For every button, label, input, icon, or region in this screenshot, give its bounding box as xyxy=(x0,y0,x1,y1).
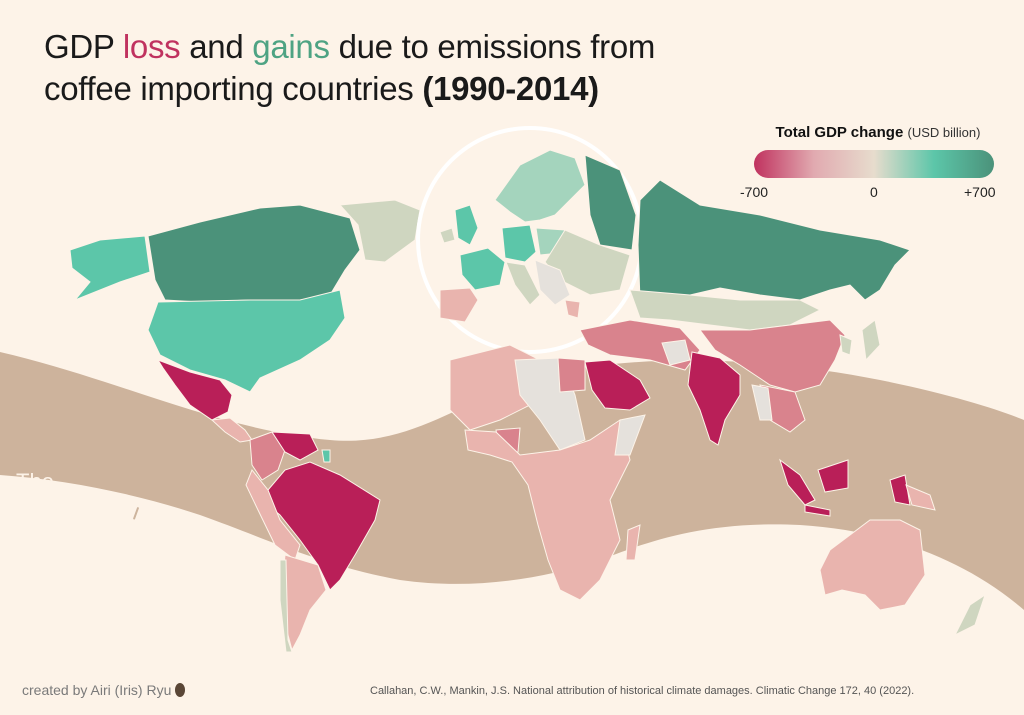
coffee-bean-icon xyxy=(175,683,186,697)
region-madagascar xyxy=(625,524,641,561)
region-spain xyxy=(439,287,479,323)
region-us xyxy=(147,289,346,393)
region-india xyxy=(687,351,741,446)
title-text: coffee importing countries xyxy=(44,70,423,107)
region-sumatra xyxy=(779,458,816,506)
legend-color-bar xyxy=(754,150,994,178)
region-new-zealand xyxy=(953,593,986,637)
region-java xyxy=(804,504,831,517)
region-greenland xyxy=(338,199,421,263)
region-germany xyxy=(501,224,537,263)
region-chile-strip xyxy=(279,559,293,653)
legend-title: Total GDP change (USD billion) xyxy=(746,124,1010,141)
region-uk xyxy=(454,204,479,246)
title-text: GDP xyxy=(44,28,123,65)
region-mexico xyxy=(156,359,233,421)
title-loss-word: loss xyxy=(122,28,181,65)
region-australia xyxy=(819,519,926,611)
legend-mid-label: 0 xyxy=(870,184,878,200)
region-egypt xyxy=(557,357,586,393)
credit-text: created by Airi (Iris) Ryu xyxy=(22,682,186,698)
legend-max-label: +700 xyxy=(964,184,996,200)
legend-unit: (USD billion) xyxy=(907,125,981,140)
belt-label-line1: The xyxy=(16,469,54,494)
legend-title-text: Total GDP change xyxy=(775,124,904,141)
source-citation: Callahan, C.W., Mankin, J.S. National at… xyxy=(370,685,915,697)
region-japan xyxy=(861,319,881,362)
region-france xyxy=(459,247,506,291)
title-text: due to emissions from xyxy=(329,28,656,65)
title-gain-word: gains xyxy=(252,28,330,65)
region-horn-of-africa xyxy=(614,414,646,456)
region-saudi-arabia xyxy=(584,359,651,411)
region-scandinavia xyxy=(494,149,586,223)
region-borneo xyxy=(817,459,849,493)
credit-label: created by Airi (Iris) Ryu xyxy=(22,682,172,698)
region-brazil xyxy=(267,461,381,591)
legend-min-label: -700 xyxy=(740,184,769,200)
region-italy xyxy=(505,261,541,306)
region-greece xyxy=(564,299,581,319)
title-text: and xyxy=(180,28,253,65)
region-myanmar xyxy=(751,384,773,421)
region-papua xyxy=(889,474,911,506)
belt-label-line2: Coffee Belt xyxy=(16,501,125,526)
region-korea xyxy=(839,334,853,356)
region-ireland xyxy=(439,227,456,244)
legend: Total GDP change (USD billion) -700 0 +7… xyxy=(740,124,1010,204)
page-title: GDP loss and gains due to emissions from… xyxy=(44,26,655,110)
region-afghanistan xyxy=(661,339,691,366)
region-argentina-chile xyxy=(281,554,327,652)
coffee-belt-label: The Coffee Belt xyxy=(16,466,147,530)
region-french-guiana xyxy=(321,449,331,463)
region-sub-saharan-africa xyxy=(464,419,631,601)
region-png xyxy=(905,484,936,511)
region-alaska xyxy=(69,235,151,301)
legend-ticks: -700 0 +700 xyxy=(740,184,1010,204)
region-russia-west xyxy=(584,154,637,251)
region-canada xyxy=(147,204,361,303)
title-years: (1990-2014) xyxy=(422,70,599,107)
region-china xyxy=(699,319,846,393)
region-venezuela xyxy=(271,431,319,461)
region-russia xyxy=(637,179,911,301)
region-balkans xyxy=(534,259,571,306)
